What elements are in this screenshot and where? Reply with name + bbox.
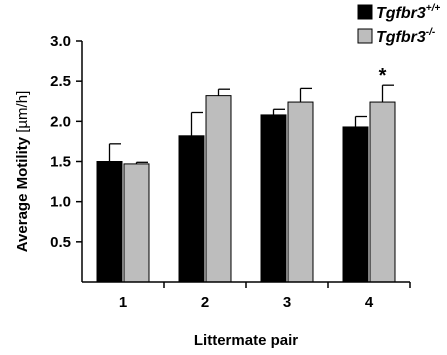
bar [205, 95, 232, 283]
x-tick-label: 3 [283, 294, 291, 311]
bars: * [96, 65, 396, 283]
bar [96, 161, 123, 283]
legend-label: Tgfbr3-/- [376, 27, 436, 46]
legend-swatch [357, 4, 373, 20]
y-axis: 0.5 1.0 1.5 2.0 2.5 3.0 [50, 33, 83, 282]
y-tick-label: 2.0 [50, 113, 71, 130]
x-tick-label: 4 [365, 294, 374, 311]
y-tick-label: 2.5 [50, 73, 71, 90]
x-tick-label: 1 [119, 294, 127, 311]
x-axis-title: Littermate pair [194, 332, 298, 349]
bar [287, 101, 314, 283]
y-tick-label: 0.5 [50, 234, 71, 251]
y-tick-label: 3.0 [50, 33, 71, 50]
bar [342, 126, 369, 283]
bar [260, 114, 287, 283]
bar [369, 101, 396, 283]
bar [123, 163, 150, 283]
legend-label: Tgfbr3+/+ [376, 3, 440, 22]
legend: Tgfbr3+/+ Tgfbr3-/- [357, 3, 440, 46]
bar [178, 135, 205, 283]
y-tick-label: 1.0 [50, 194, 71, 211]
y-tick-label: 1.5 [50, 154, 71, 171]
y-axis-title: Average Motility [µm/h] [14, 91, 31, 252]
legend-swatch [357, 28, 373, 44]
x-axis: 1 2 3 4 [82, 281, 411, 311]
x-tick-label: 2 [201, 294, 209, 311]
y-axis-title-text: Average Motility [14, 133, 31, 252]
significance-annotation: * [379, 65, 387, 87]
y-axis-unit: [µm/h] [14, 91, 31, 133]
